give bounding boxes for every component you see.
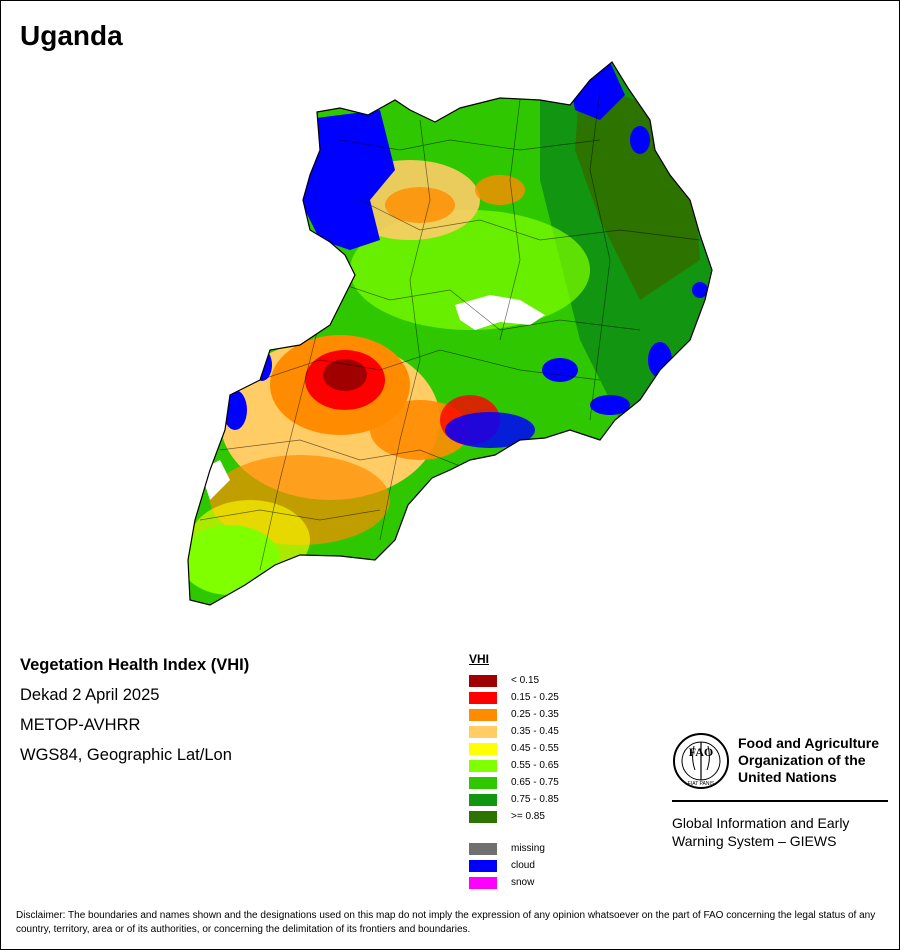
legend-item: missing	[469, 840, 559, 857]
legend-swatch	[469, 859, 497, 872]
legend-swatch	[469, 742, 497, 755]
legend-label: 0.25 - 0.35	[511, 709, 559, 720]
legend-classes: < 0.15 0.15 - 0.25 0.25 - 0.35 0.35 - 0.45 0…	[469, 672, 559, 825]
legend-label: 0.35 - 0.45	[511, 726, 559, 737]
legend-swatch	[469, 759, 497, 772]
disclaimer-text: Disclaimer: The boundaries and names sho…	[16, 910, 876, 935]
projection-label: WGS84, Geographic Lat/Lon	[20, 746, 232, 764]
legend-swatch	[469, 810, 497, 823]
legend-item: < 0.15	[469, 672, 559, 689]
giews-line: Warning System – GIEWS	[672, 833, 837, 849]
sensor-label: METOP-AVHRR	[20, 716, 141, 734]
legend-title: VHI	[469, 652, 490, 666]
legend-swatch	[469, 691, 497, 704]
org-name-line: Organization of the	[738, 752, 866, 768]
legend-label: snow	[511, 877, 535, 888]
index-name: Vegetation Health Index (VHI)	[20, 656, 250, 674]
legend-label: 0.15 - 0.25	[511, 692, 559, 703]
legend-item: snow	[469, 874, 559, 891]
legend-swatch	[469, 793, 497, 806]
legend-item: 0.45 - 0.55	[469, 740, 559, 757]
legend-swatch	[469, 776, 497, 789]
fao-logo-icon: FAO FIAT PANIS	[673, 733, 729, 789]
legend-swatch	[469, 842, 497, 855]
giews-label: Global Information and Early Warning Sys…	[672, 814, 892, 850]
district-boundaries	[199, 89, 701, 571]
period-label: Dekad 2 April 2025	[20, 686, 160, 704]
divider	[672, 800, 888, 802]
org-name-line: Food and Agriculture	[738, 735, 880, 751]
legend-item: 0.55 - 0.65	[469, 757, 559, 774]
legend-item: >= 0.85	[469, 808, 559, 825]
legend-label: missing	[511, 843, 545, 854]
legend-label: cloud	[511, 860, 535, 871]
legend-item: 0.35 - 0.45	[469, 723, 559, 740]
giews-line: Global Information and Early	[672, 815, 850, 831]
legend-swatch	[469, 725, 497, 738]
logo-motto: FIAT PANIS	[688, 781, 715, 787]
legend-item: 0.65 - 0.75	[469, 774, 559, 791]
legend-item: 0.25 - 0.35	[469, 706, 559, 723]
vhi-legend: VHI < 0.15 0.15 - 0.25 0.25 - 0.35 0.35 - 0…	[469, 652, 559, 891]
legend-item: 0.75 - 0.85	[469, 791, 559, 808]
legend-label: >= 0.85	[511, 811, 545, 822]
org-name-line: United Nations	[738, 769, 837, 785]
legend-label: 0.55 - 0.65	[511, 760, 559, 771]
legend-item: cloud	[469, 857, 559, 874]
legend-label: 0.75 - 0.85	[511, 794, 559, 805]
map-title: Uganda	[20, 20, 123, 51]
map-description: Vegetation Health Index (VHI) Dekad 2 Ap…	[20, 656, 249, 776]
logo-letters: FAO	[689, 745, 713, 759]
legend-item: 0.15 - 0.25	[469, 689, 559, 706]
legend-label: 0.65 - 0.75	[511, 777, 559, 788]
vhi-raster	[188, 62, 712, 605]
vhi-map	[187, 61, 713, 606]
org-name: Food and Agriculture Organization of the…	[738, 735, 898, 786]
legend-label: < 0.15	[511, 675, 540, 686]
legend-label: 0.45 - 0.55	[511, 743, 559, 754]
legend-special: missing cloud snow	[469, 840, 559, 891]
legend-swatch	[469, 708, 497, 721]
legend-swatch	[469, 876, 497, 889]
legend-swatch	[469, 674, 497, 687]
